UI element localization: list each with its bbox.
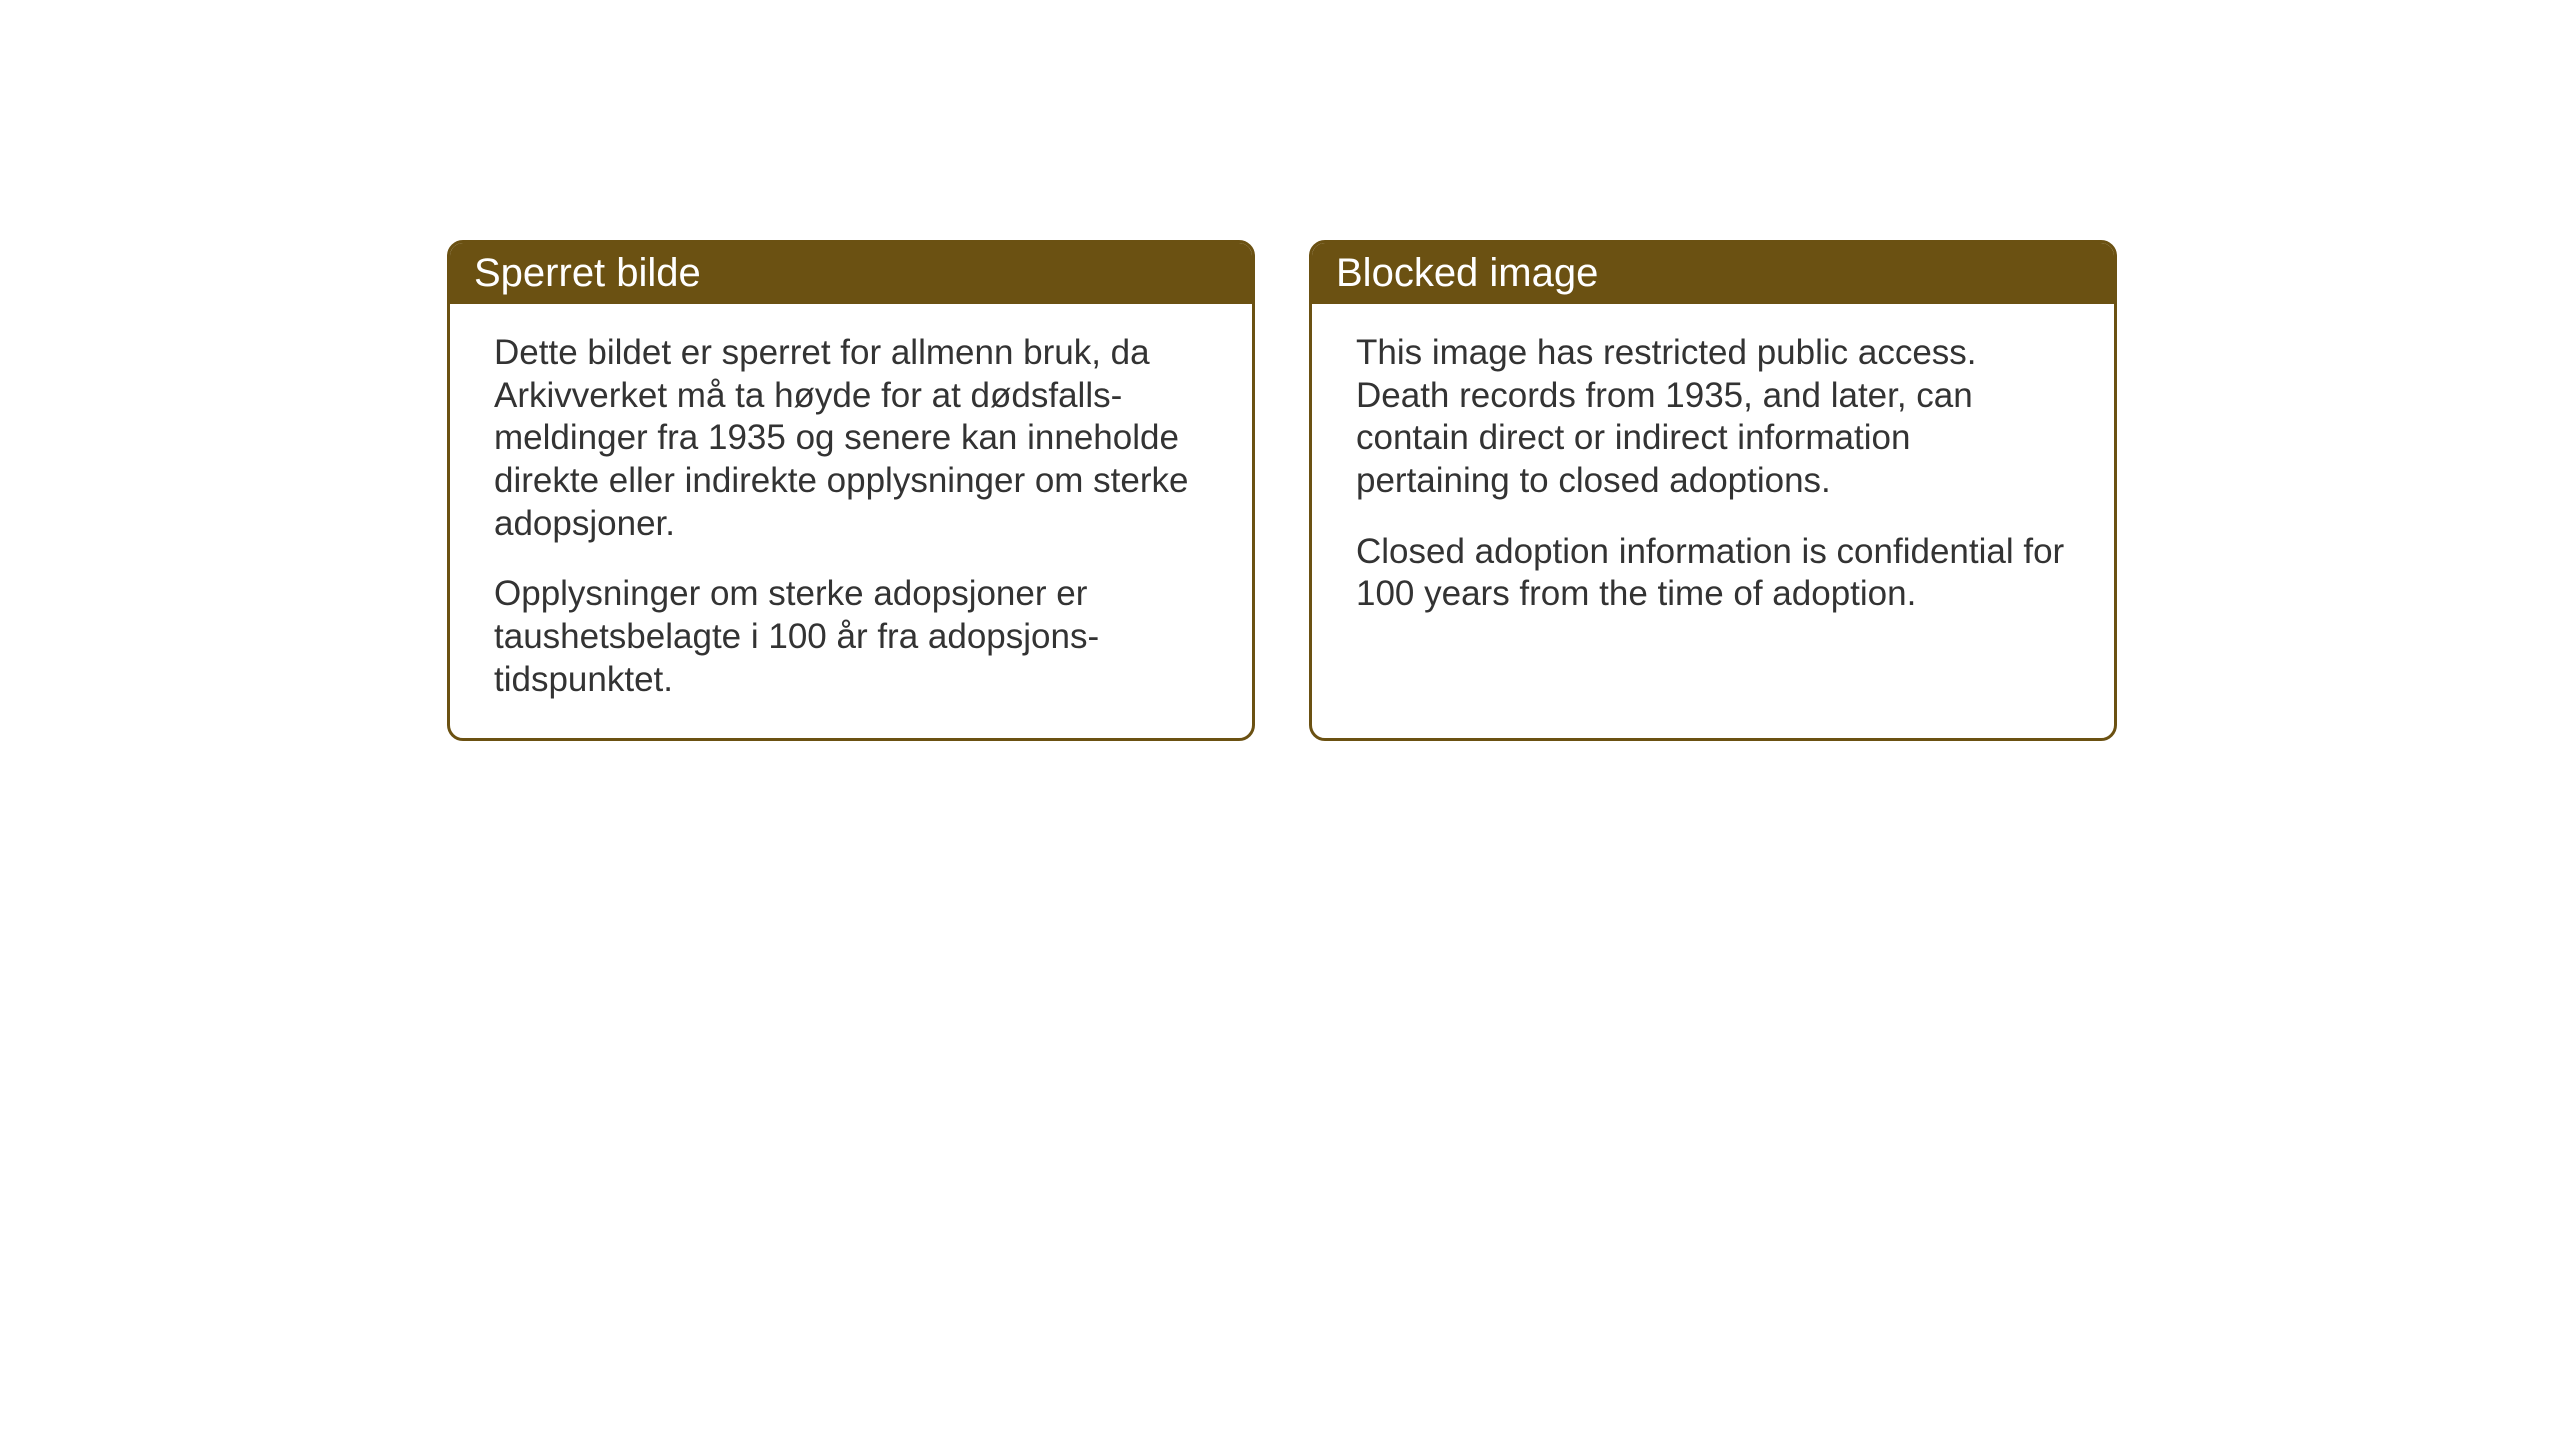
card-paragraph: Opplysninger om sterke adopsjoner er tau… — [494, 573, 1208, 701]
card-paragraph: Closed adoption information is confident… — [1356, 531, 2070, 616]
card-header-norwegian: Sperret bilde — [450, 243, 1252, 304]
card-body-english: This image has restricted public access.… — [1312, 304, 2114, 652]
card-body-norwegian: Dette bildet er sperret for allmenn bruk… — [450, 304, 1252, 738]
card-paragraph: This image has restricted public access.… — [1356, 332, 2070, 503]
cards-container: Sperret bilde Dette bildet er sperret fo… — [447, 240, 2117, 741]
card-norwegian: Sperret bilde Dette bildet er sperret fo… — [447, 240, 1255, 741]
card-english: Blocked image This image has restricted … — [1309, 240, 2117, 741]
card-title: Blocked image — [1336, 251, 1598, 295]
card-paragraph: Dette bildet er sperret for allmenn bruk… — [494, 332, 1208, 545]
card-header-english: Blocked image — [1312, 243, 2114, 304]
card-title: Sperret bilde — [474, 251, 701, 295]
